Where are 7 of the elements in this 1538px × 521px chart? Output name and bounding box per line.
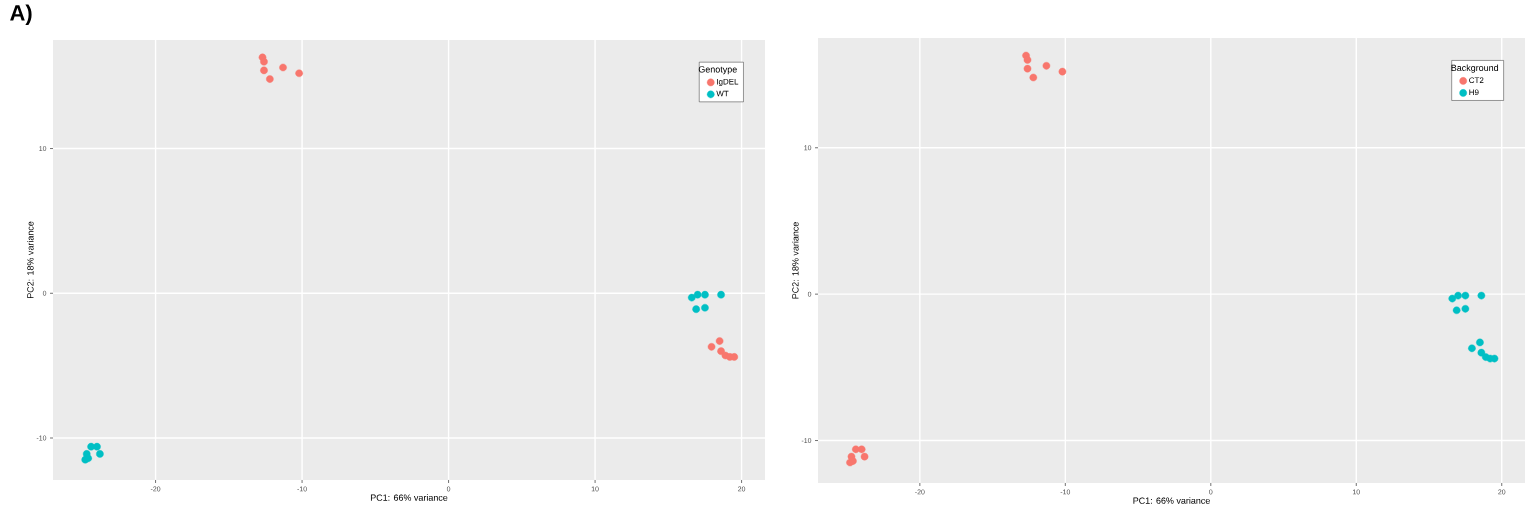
x-axis-title: PC1: 66% variance [370,494,448,501]
legend-title: Genotype [698,66,737,75]
y-axis-title: PC2: 18% variance [791,222,799,299]
text: A) [10,4,32,25]
legend-title: Background [1451,64,1499,73]
y-axis-title: PC2: 18% variance [26,221,34,299]
x-axis-title: PC1: 66% variance [1133,497,1210,504]
